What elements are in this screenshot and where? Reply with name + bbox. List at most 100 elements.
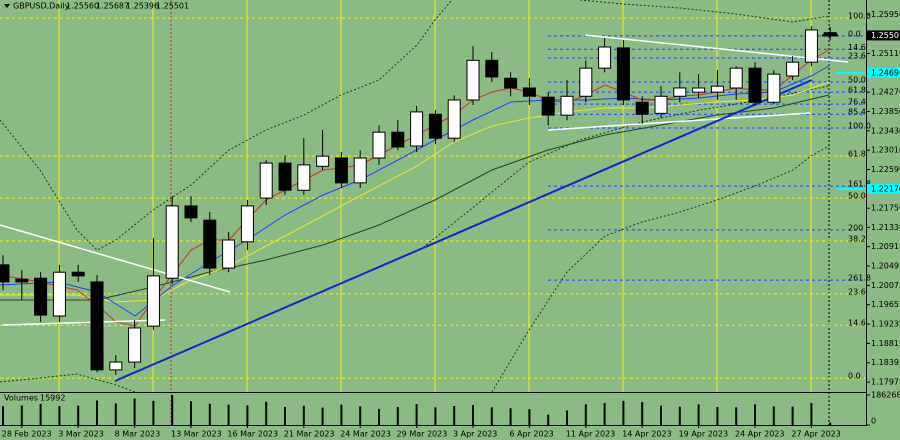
fibo-label: 14.6: [848, 43, 866, 52]
candle-body: [90, 281, 104, 371]
candle-body: [673, 87, 687, 97]
x-tick-label: 11 Apr 2023: [566, 430, 615, 439]
y-tick-label: 1.24270: [871, 88, 900, 97]
candle-body: [34, 277, 48, 316]
fibo-label: 161.8: [848, 180, 871, 189]
fibo-label: 0.0: [848, 372, 861, 381]
trend-line: [584, 34, 849, 63]
bollinger-upper: [579, 0, 830, 23]
candle-body: [203, 219, 217, 269]
candle-body: [146, 275, 160, 327]
y-tick-label: 1.23010: [871, 146, 900, 155]
x-tick-label: 24 Apr 2023: [735, 430, 784, 439]
candle-body: [222, 239, 236, 269]
candle-body: [447, 99, 461, 139]
fibo-label: 23.6: [848, 52, 866, 61]
candle-body: [353, 157, 367, 184]
y-tick-label: 1.21335: [871, 223, 900, 232]
trend-line: [0, 224, 231, 293]
envelope: [419, 85, 830, 251]
y-tick-label: 1.20915: [871, 242, 900, 251]
volume-tick-label: 0: [871, 417, 876, 426]
y-tick-label: 1.21750: [871, 204, 900, 213]
volume-last: 15992: [40, 394, 65, 403]
candle-body: [184, 205, 198, 219]
candle-body: [278, 162, 292, 191]
x-tick-label: 29 Mar 2023: [397, 430, 448, 439]
candle-body: [109, 361, 123, 371]
support-trend-line: [114, 79, 813, 382]
fibo-label: 61.8: [848, 86, 866, 95]
current-price-label: 1.25501: [871, 31, 900, 40]
fibo-label: 85.4: [848, 108, 866, 117]
y-tick-label: 1.24690: [871, 68, 900, 77]
candle-body: [372, 131, 386, 159]
bollinger-lower: [0, 373, 136, 393]
candle-body: [748, 67, 762, 103]
level-highlight: [867, 67, 900, 78]
candle-body: [654, 95, 668, 114]
candle-body: [786, 61, 800, 77]
candle-body: [259, 162, 273, 199]
candle-body: [767, 73, 781, 103]
candle-body: [729, 67, 743, 89]
y-tick-label: 1.25110: [871, 49, 900, 58]
x-tick-label: 28 Feb 2023: [2, 430, 52, 439]
candle-body: [541, 96, 555, 116]
candle-body: [52, 271, 66, 317]
y-tick-label: 1.18815: [871, 339, 900, 348]
x-tick-label: 3 Apr 2023: [453, 430, 497, 439]
collapse-icon[interactable]: [4, 4, 10, 8]
candle-body: [598, 46, 612, 69]
candle-body: [240, 205, 254, 243]
fibo-label: 261.8: [848, 274, 871, 283]
y-tick-label: 1.19655: [871, 300, 900, 309]
candle-body: [579, 67, 593, 97]
candle-body: [692, 87, 706, 93]
x-tick-label: 3 Mar 2023: [58, 430, 104, 439]
candle-body: [635, 101, 649, 115]
high-price: 1.25687: [96, 2, 129, 11]
fibo-label: 100.0: [848, 11, 871, 20]
volume-title: Volumes: [4, 394, 38, 403]
candle-body: [128, 327, 142, 363]
y-tick-label: 1.22170: [871, 184, 900, 193]
candle-body: [316, 155, 330, 167]
trend-line: [2, 319, 166, 326]
trend-line: [547, 112, 811, 131]
candle-body: [297, 164, 311, 191]
candles: [0, 26, 837, 375]
y-tick-label: 1.25950: [871, 10, 900, 19]
y-tick-label: 1.23850: [871, 107, 900, 116]
y-tick-label: 1.22590: [871, 165, 900, 174]
fibo-label: 23.6: [848, 287, 866, 296]
level-highlight: [867, 183, 900, 194]
candle-body: [0, 264, 10, 283]
y-tick-label: 1.23430: [871, 126, 900, 135]
candle-body: [165, 205, 179, 279]
fibo-label: 0.0: [848, 29, 861, 38]
candle-body: [71, 271, 85, 277]
y-tick-label: 1.20495: [871, 262, 900, 271]
candle-body: [15, 278, 29, 283]
fibo-label: 50.0: [848, 192, 866, 201]
x-tick-label: 24 Mar 2023: [340, 430, 391, 439]
low-price: 1.25396: [126, 2, 159, 11]
candle-body: [334, 157, 348, 184]
symbol: GBPUSD,Daily: [13, 2, 70, 11]
close-price: 1.25501: [156, 2, 189, 11]
candle-body: [485, 59, 499, 78]
fibo-label: 100.0: [848, 122, 871, 131]
candle-body: [466, 59, 480, 101]
x-tick-label: 13 Mar 2023: [171, 430, 222, 439]
x-tick-label: 19 Apr 2023: [679, 430, 728, 439]
candle-body: [522, 87, 536, 97]
fibo-label: 50.0: [848, 75, 866, 84]
fibo-label: 14.6: [848, 319, 866, 328]
volume-tick-label: 186268: [871, 391, 900, 400]
candle-body: [710, 85, 724, 93]
candle-body: [560, 95, 574, 116]
fibo-label: 61.8: [848, 150, 866, 159]
